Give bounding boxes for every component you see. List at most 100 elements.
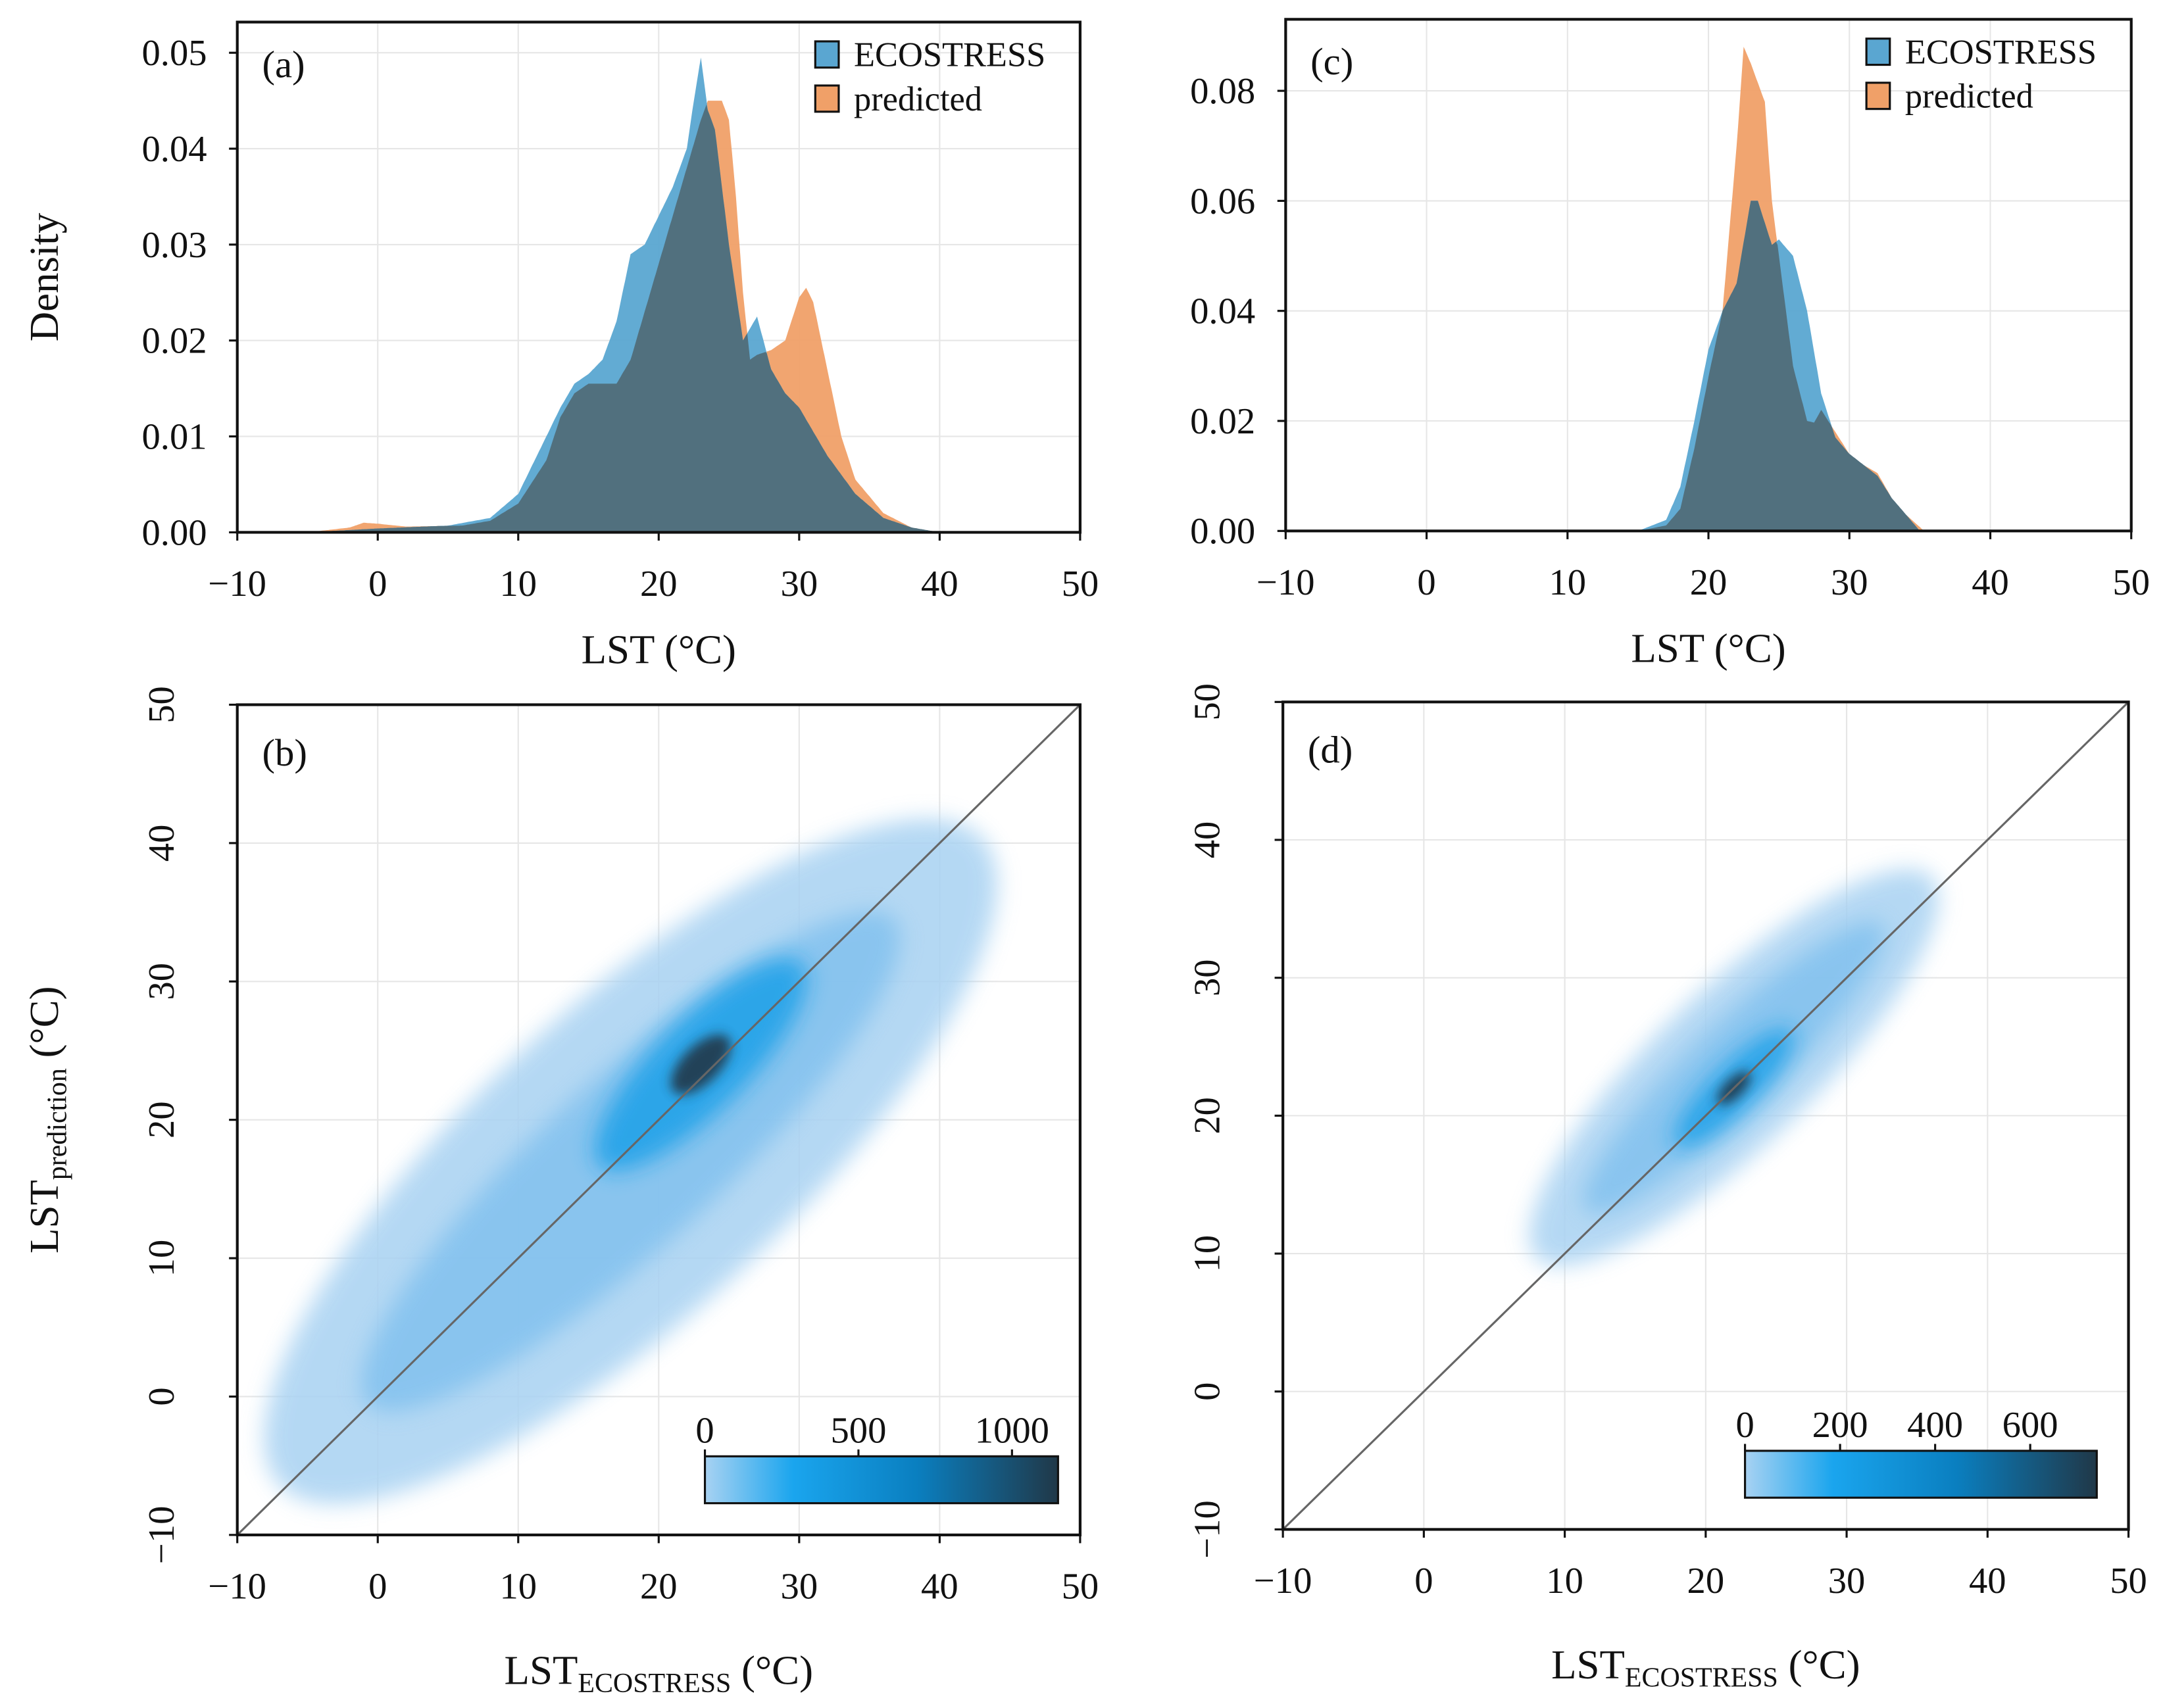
scatter-panel-d: −10 0 10 20 30 40 50 −10 0 10 20 30 40 50 (d) 0 200 400 60… [1187, 683, 2147, 1693]
x-axis-label: LST (°C) [1631, 625, 1785, 671]
y-tick-label: 0.03 [141, 225, 207, 266]
legend-swatch-predicted [814, 84, 840, 113]
x-tick-label: 20 [640, 1566, 678, 1607]
y-tick-label: 30 [1187, 959, 1228, 996]
x-tick-label: 10 [499, 564, 537, 604]
x-axis-label-unit: (°C) [1778, 1642, 1860, 1688]
x-tick-label: −10 [1254, 1561, 1312, 1601]
colorbar-tick-label: 0 [695, 1410, 714, 1451]
x-tick-label: −10 [208, 564, 266, 604]
y-tick-label: 0 [1187, 1382, 1228, 1401]
panel-label: (b) [262, 731, 307, 774]
x-tick-label: 0 [1417, 562, 1435, 603]
legend-swatch-predicted [1865, 82, 1891, 110]
y-axis-label: LSTprediction (°C) [21, 986, 73, 1254]
legend-swatch-ecostress [1865, 37, 1891, 66]
x-tick-label: 30 [1831, 562, 1868, 603]
x-axis-label-main: LST [505, 1647, 578, 1693]
x-tick-label: 40 [1969, 1561, 2006, 1601]
x-axis-label: LSTECOSTRESS (°C) [1551, 1642, 1860, 1694]
y-tick-label: 40 [141, 825, 182, 862]
overlap-density-area [237, 104, 1080, 533]
y-tick-label: 0.00 [1190, 511, 1255, 552]
x-tick-label: 30 [781, 564, 818, 604]
panel-label: (a) [262, 43, 305, 85]
y-tick-label: 0.00 [141, 512, 207, 553]
x-tick-label: 50 [1062, 564, 1099, 604]
one-to-one-line [236, 704, 1082, 1536]
overlap-density-area [1285, 201, 2131, 531]
y-tick-label: 0 [141, 1387, 182, 1405]
point-cloud-peak [670, 1034, 731, 1095]
x-tick-label: 50 [2112, 562, 2150, 603]
y-tick-label: 0.06 [1190, 181, 1255, 222]
scatter-panel-b: −10 0 10 20 30 40 50 −10 0 10 20 30 40 50 (b) 0 500 1000 L… [21, 686, 1099, 1699]
x-tick-label: 50 [2110, 1561, 2147, 1601]
ecostress-density-area [1285, 201, 2131, 531]
y-tick-label: 30 [141, 963, 182, 1000]
x-tick-label: 20 [1690, 562, 1728, 603]
x-tick-label: 10 [1546, 1561, 1583, 1601]
colorbar [703, 1455, 1059, 1505]
x-tick-label: 30 [1828, 1561, 1866, 1601]
legend-label-predicted: predicted [1905, 78, 2033, 116]
y-tick-label: 0.08 [1190, 71, 1255, 112]
y-tick-label: 0.04 [141, 129, 207, 170]
x-tick-label: 30 [781, 1566, 818, 1607]
x-tick-label: 50 [1062, 1566, 1099, 1607]
colorbar-tick-label: 400 [1907, 1405, 1963, 1446]
y-axis-label-sub: prediction [43, 1068, 73, 1180]
panel-label: (d) [1308, 729, 1353, 771]
x-tick-label: 20 [1687, 1561, 1725, 1601]
x-tick-label: −10 [1256, 562, 1315, 603]
x-tick-label: 10 [1549, 562, 1586, 603]
y-tick-label: 20 [141, 1101, 182, 1138]
y-axis-label-unit: (°C) [21, 986, 67, 1068]
density-panel-a: −10 0 10 20 30 40 50 0.00 0.01 0.02 0.03 0.04 0.05 EC… [21, 20, 1099, 673]
x-tick-label: 0 [368, 564, 387, 604]
y-tick-label: 10 [1187, 1235, 1228, 1273]
y-tick-label: 0.02 [141, 321, 207, 362]
y-tick-label: 0.05 [141, 33, 207, 74]
x-tick-label: −10 [208, 1566, 266, 1607]
scatter-density [1529, 869, 1939, 1266]
y-tick-label: 0.02 [1190, 401, 1255, 442]
legend-label-predicted: predicted [854, 80, 982, 118]
colorbar-tick-label: 500 [830, 1410, 886, 1451]
x-axis-label-sub: ECOSTRESS [578, 1669, 731, 1699]
panel-label: (c) [1310, 40, 1353, 83]
x-tick-label: 40 [921, 564, 958, 604]
y-tick-label: 40 [1187, 821, 1228, 859]
x-tick-label: 10 [499, 1566, 537, 1607]
x-axis-label: LSTECOSTRESS (°C) [505, 1647, 814, 1699]
x-tick-label: 20 [640, 564, 678, 604]
one-to-one-line [1282, 701, 2129, 1530]
y-tick-label: 20 [1187, 1097, 1228, 1135]
colorbar-tick-label: 600 [2002, 1405, 2058, 1446]
y-tick-label: 10 [141, 1240, 182, 1277]
y-axis-label: Density [21, 212, 67, 341]
x-tick-label: 40 [1972, 562, 2009, 603]
y-tick-label: −10 [1187, 1500, 1228, 1559]
x-tick-label: 0 [368, 1566, 387, 1607]
colorbar-tick-label: 1000 [975, 1410, 1049, 1451]
legend-label-ecostress: ECOSTRESS [1905, 33, 2097, 71]
y-tick-label: 50 [1187, 683, 1228, 721]
y-tick-label: −10 [141, 1506, 182, 1565]
density-panel-c: −10 0 10 20 30 40 50 0.00 0.02 0.04 0.06 0.08 ECOSTR… [1190, 18, 2150, 671]
legend-swatch-ecostress [814, 40, 840, 69]
legend-label-ecostress: ECOSTRESS [854, 36, 1045, 74]
y-axis-label-main: LST [21, 1180, 67, 1254]
y-tick-label: 0.04 [1190, 291, 1255, 332]
scatter-density [264, 819, 997, 1504]
colorbar-tick-label: 0 [1735, 1405, 1754, 1446]
x-tick-label: 40 [921, 1566, 958, 1607]
x-axis-label-unit: (°C) [731, 1647, 813, 1693]
x-axis-label-sub: ECOSTRESS [1625, 1663, 1778, 1693]
y-tick-label: 0.01 [141, 416, 207, 457]
x-axis-label: LST (°C) [582, 627, 736, 673]
x-tick-label: 0 [1414, 1561, 1433, 1601]
x-axis-label-main: LST [1551, 1642, 1625, 1688]
colorbar [1744, 1450, 2098, 1499]
